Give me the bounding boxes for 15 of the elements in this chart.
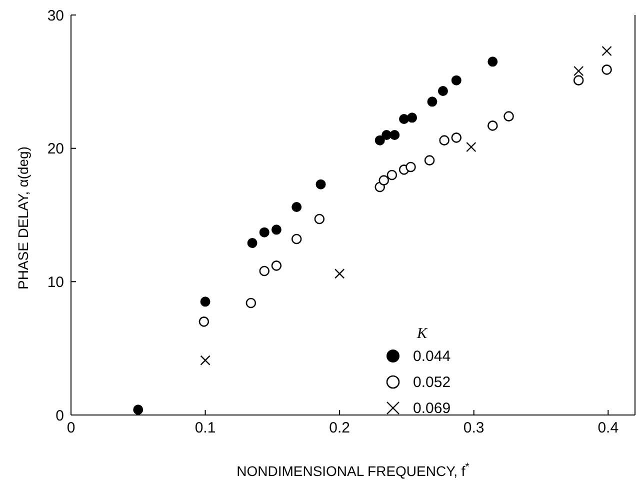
y-tick-label: 10 [47, 274, 64, 291]
x-tick-label: 0 [66, 420, 76, 437]
x-axis-title: NONDIMENSIONAL FREQUENCY, f$^{*}$ [236, 461, 470, 479]
x-tick-label: 0.1 [194, 420, 216, 437]
legend-label: 0.052 [413, 374, 451, 390]
x-tick-label: 0.2 [329, 420, 350, 437]
legend-label: 0.069 [413, 400, 451, 416]
legend-label: 0.044 [413, 348, 451, 364]
y-tick-label: 30 [47, 7, 64, 24]
y-axis-title: PHASE DELAY, α(deg) [15, 146, 31, 290]
y-tick-label: 0 [56, 407, 64, 424]
x-tick-label: 0.3 [463, 420, 484, 437]
y-tick-label: 20 [47, 140, 64, 158]
x-tick-label: 0.4 [598, 420, 619, 437]
legend-title: K [417, 326, 429, 343]
